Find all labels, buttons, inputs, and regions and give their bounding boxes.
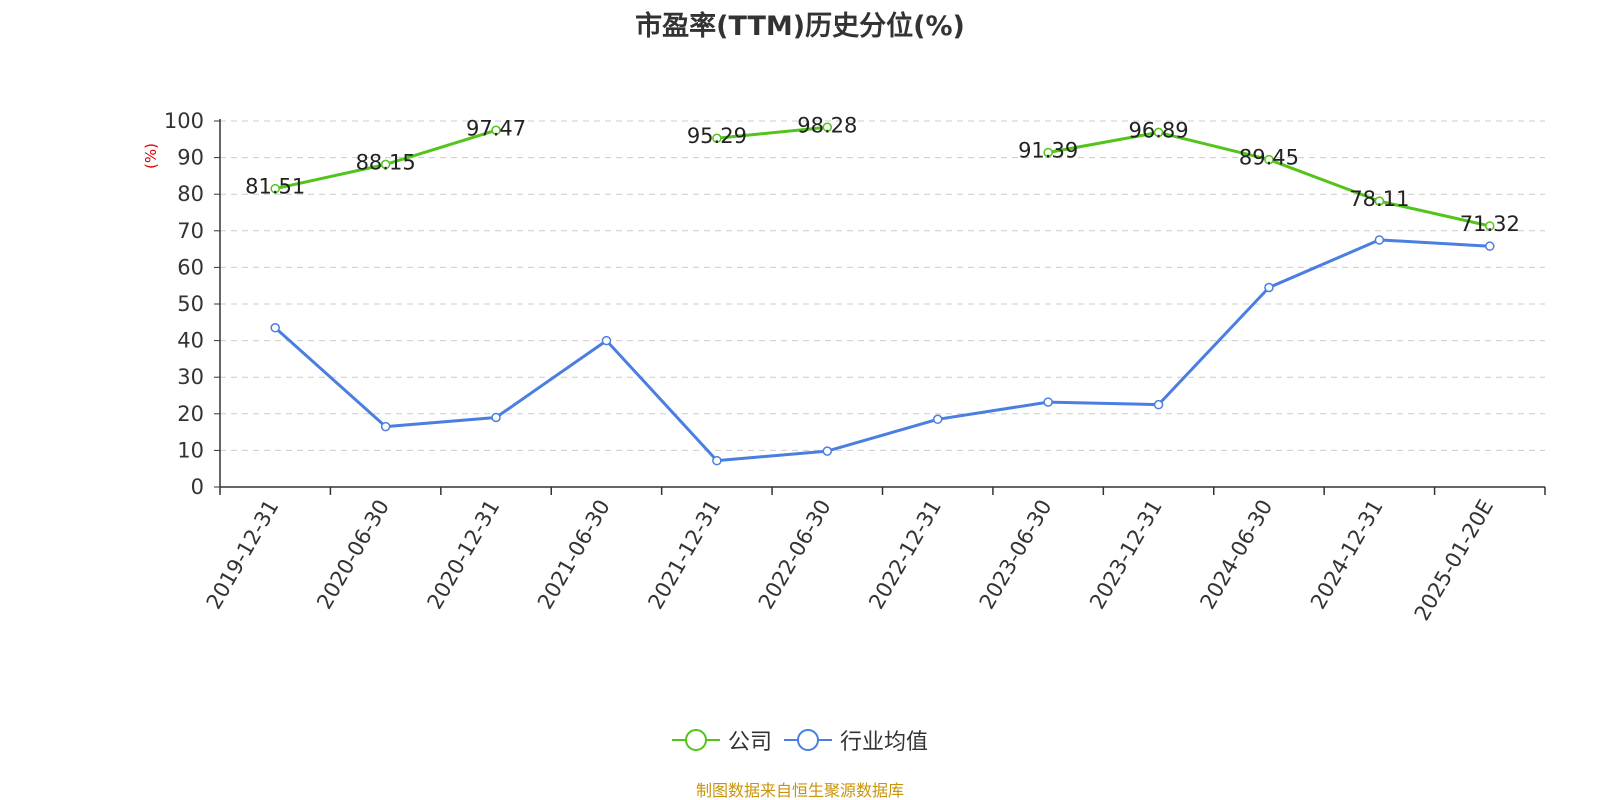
data-label-company: 98.28 xyxy=(797,113,857,137)
series-line-industry-avg xyxy=(274,238,1490,463)
data-point-industry-avg xyxy=(712,455,722,466)
data-point-industry-avg xyxy=(270,323,280,333)
y-tick-label: 40 xyxy=(177,329,204,353)
data-label-company: 81.51 xyxy=(245,175,305,199)
data-point-company xyxy=(491,125,501,136)
legend-label-company: 公司 xyxy=(727,730,772,755)
data-point-company xyxy=(712,133,722,143)
x-tick-label: 2021-12-31 xyxy=(643,496,725,614)
data-point-company xyxy=(1485,221,1495,231)
data-point-company xyxy=(270,183,280,194)
y-axis-label: (%) xyxy=(142,143,160,169)
y-tick-label: 80 xyxy=(177,182,204,206)
data-point-industry-avg xyxy=(601,335,612,346)
y-tick-label: 60 xyxy=(177,255,204,279)
data-point-industry-avg xyxy=(822,446,833,456)
data-point-industry-avg xyxy=(1264,282,1274,293)
data-label-company: 91.39 xyxy=(1018,139,1078,163)
data-point-industry-avg xyxy=(1153,399,1164,410)
x-tick-label: 2024-12-31 xyxy=(1306,496,1388,614)
legend-item-company[interactable]: 公司 xyxy=(671,724,772,756)
y-tick-label: 10 xyxy=(177,438,204,462)
x-tick-label: 2019-12-31 xyxy=(202,496,284,614)
y-tick-label: 90 xyxy=(177,146,204,170)
data-label-company: 97.47 xyxy=(466,116,526,140)
data-point-industry-avg xyxy=(1485,241,1495,251)
x-tick-label: 2025-01-20E xyxy=(1410,496,1498,625)
data-point-industry-avg xyxy=(932,414,943,425)
y-tick-label: 0 xyxy=(191,475,204,499)
x-tick-label: 2021-06-30 xyxy=(533,496,615,614)
data-point-industry-avg xyxy=(380,421,391,432)
y-tick-label: 20 xyxy=(177,402,204,426)
data-point-company xyxy=(1043,147,1053,158)
data-point-company xyxy=(1264,154,1274,165)
y-tick-label: 70 xyxy=(177,219,204,243)
source-note: 制图数据来自恒生聚源数据库 xyxy=(695,781,904,800)
data-label-company: 96.89 xyxy=(1128,118,1188,142)
x-tick-label: 2022-06-30 xyxy=(754,496,836,614)
series-line-company xyxy=(274,125,1491,228)
y-tick-label: 100 xyxy=(164,109,204,133)
y-tick-label: 30 xyxy=(177,365,204,389)
legend-marker-company xyxy=(671,728,720,752)
data-label-company: 71.32 xyxy=(1460,212,1520,236)
x-tick-label: 2022-12-31 xyxy=(864,495,946,613)
data-label-company: 89.45 xyxy=(1239,146,1299,170)
legend-label-industry-avg: 行业均值 xyxy=(840,730,929,755)
data-point-company xyxy=(1153,127,1164,138)
x-tick-label: 2024-06-30 xyxy=(1195,496,1277,614)
x-tick-label: 2023-06-30 xyxy=(975,496,1057,614)
x-tick-label: 2023-12-31 xyxy=(1085,496,1167,614)
data-point-industry-avg xyxy=(1374,235,1385,245)
legend-item-industry-avg[interactable]: 行业均值 xyxy=(784,724,928,756)
legend-marker-industry-avg xyxy=(784,728,832,752)
data-point-industry-avg xyxy=(491,412,501,423)
data-point-company xyxy=(380,159,391,170)
y-tick-label: 50 xyxy=(177,292,204,316)
data-point-company xyxy=(822,122,833,133)
data-point-company xyxy=(1374,196,1385,206)
legend: 公司 行业均值 xyxy=(0,724,1600,756)
chart-title: 市盈率(TTM)历史分位(%) xyxy=(635,11,965,42)
x-tick-label: 2020-06-30 xyxy=(312,496,394,614)
data-point-industry-avg xyxy=(1043,397,1053,407)
data-label-company: 78.11 xyxy=(1349,187,1409,211)
x-tick-label: 2020-12-31 xyxy=(423,495,505,613)
data-label-company: 95.29 xyxy=(687,124,747,148)
data-label-company: 88.15 xyxy=(356,150,416,174)
